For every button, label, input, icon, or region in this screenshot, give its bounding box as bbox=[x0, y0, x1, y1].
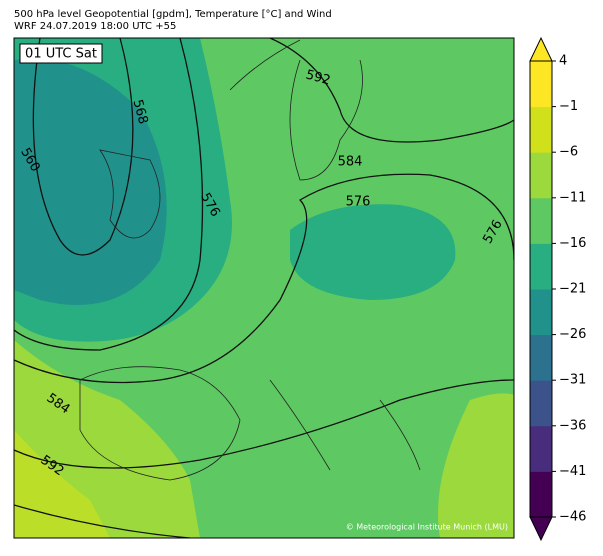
contour-label: 576 bbox=[346, 195, 371, 210]
colorbar-tick-label: −11 bbox=[559, 190, 586, 205]
map-frame bbox=[13, 37, 515, 539]
colorbar-tick-label: −16 bbox=[559, 236, 586, 251]
title: 500 hPa level Geopotential [gpdm], Tempe… bbox=[14, 9, 332, 20]
copyright: © Meteorological Institute Munich (LMU) bbox=[346, 523, 508, 532]
time-box bbox=[19, 43, 103, 64]
colorbar-tick-label: −46 bbox=[559, 510, 586, 525]
time-label: 01 UTC Sat bbox=[25, 47, 97, 62]
colorbar-swatch bbox=[530, 197, 552, 244]
coastlines bbox=[79, 39, 421, 481]
colorbar-swatch bbox=[530, 471, 552, 518]
colorbar-swatch bbox=[530, 380, 552, 427]
colorbar-tick-label: −36 bbox=[559, 418, 586, 433]
colorbar-tick-label: 4 bbox=[559, 54, 567, 69]
colorbar-tick-label: −31 bbox=[559, 373, 586, 388]
field bbox=[290, 204, 456, 300]
colorbar-swatch bbox=[530, 243, 552, 290]
colorbar-tick-label: −26 bbox=[559, 327, 586, 342]
map bbox=[14, 38, 514, 538]
colorbar-tick-label: −21 bbox=[559, 282, 586, 297]
colorbar-tick-label: −6 bbox=[559, 145, 578, 160]
contour-label: 584 bbox=[338, 155, 363, 170]
contour-label: 592 bbox=[304, 68, 332, 89]
colorbar-swatch bbox=[530, 289, 552, 336]
colorbar-extend bbox=[529, 516, 553, 542]
colorbar-swatch bbox=[530, 152, 552, 199]
colorbar-swatch bbox=[530, 61, 552, 108]
subtitle: WRF 24.07.2019 18:00 UTC +55 bbox=[14, 21, 176, 32]
contours bbox=[14, 38, 514, 538]
contour-label: 568 bbox=[130, 98, 151, 126]
colorbar-tick-label: −1 bbox=[559, 99, 578, 114]
field bbox=[14, 58, 167, 306]
colorbar-swatch bbox=[530, 425, 552, 472]
field bbox=[438, 393, 514, 538]
colorbar-swatch bbox=[530, 334, 552, 381]
colorbar-tick-label: −41 bbox=[559, 464, 586, 479]
colorbar-swatch bbox=[530, 106, 552, 153]
colorbar-extend bbox=[529, 36, 553, 62]
